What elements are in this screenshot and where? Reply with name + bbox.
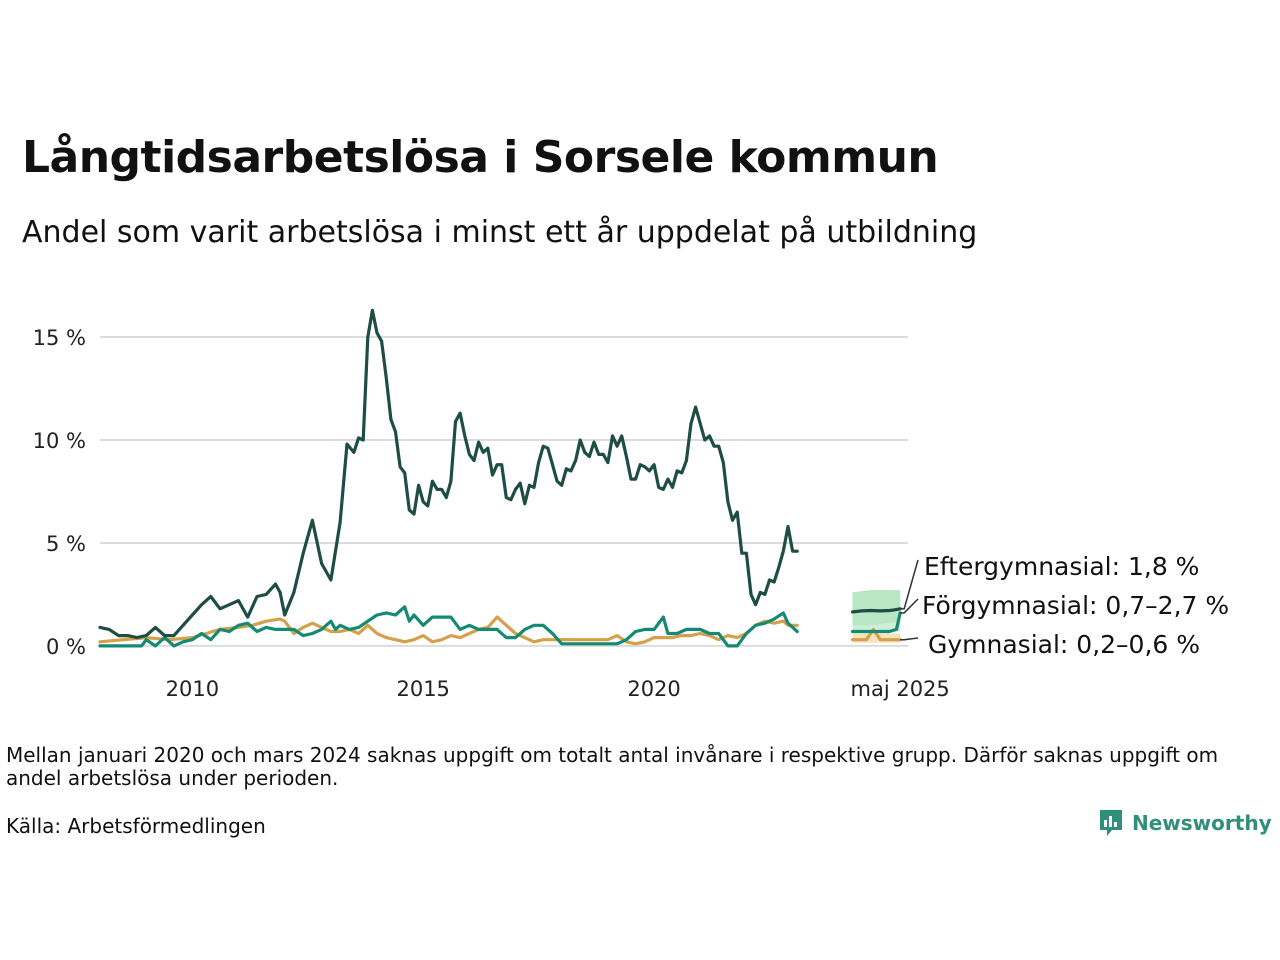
brand-name: Newsworthy bbox=[1132, 811, 1272, 835]
series-line-eftergymnasial bbox=[98, 308, 799, 640]
series-line-förgymnasial bbox=[98, 605, 799, 648]
latest-line-förgymnasial bbox=[850, 611, 902, 634]
end-label-gymnasial: Gymnasial: 0,2–0,6 % bbox=[928, 630, 1200, 659]
leader-line bbox=[900, 559, 919, 610]
y-axis-ticks: 0 % 5 % 10 % 15 % bbox=[33, 326, 86, 659]
gridlines bbox=[100, 336, 908, 647]
leader-line bbox=[900, 598, 919, 614]
source-note: Källa: Arbetsförmedlingen bbox=[6, 814, 266, 838]
x-axis-ticks: 2010 2015 2020 maj 2025 bbox=[166, 677, 950, 701]
y-tick-label: 10 % bbox=[33, 429, 86, 453]
x-tick-label: 2020 bbox=[627, 677, 680, 701]
end-label-förgymnasial: Förgymnasial: 0,7–2,7 % bbox=[922, 591, 1229, 620]
line-chart: 0 % 5 % 10 % 15 % 2010 2015 2020 maj 2025 Efte… bbox=[33, 308, 1229, 701]
latest-line-gymnasial bbox=[850, 627, 902, 642]
footnote: Mellan januari 2020 och mars 2024 saknas… bbox=[6, 743, 1219, 790]
chart-title: Långtidsarbetslösa i Sorsele kommun bbox=[22, 132, 939, 183]
latest-line-eftergymnasial bbox=[850, 607, 902, 614]
x-tick-label: 2015 bbox=[396, 677, 449, 701]
series-lines bbox=[98, 308, 902, 648]
y-tick-label: 5 % bbox=[46, 532, 86, 556]
x-tick-label: 2010 bbox=[166, 677, 219, 701]
newsworthy-logo-icon bbox=[1100, 810, 1122, 836]
leader-line bbox=[900, 637, 919, 641]
end-labels: Eftergymnasial: 1,8 % Förgymnasial: 0,7–2… bbox=[900, 552, 1229, 659]
x-tick-label: maj 2025 bbox=[851, 677, 950, 701]
y-tick-label: 15 % bbox=[33, 326, 86, 350]
chart-subtitle: Andel som varit arbetslösa i minst ett å… bbox=[22, 215, 978, 250]
y-tick-label: 0 % bbox=[46, 635, 86, 659]
brand-logo: Newsworthy bbox=[1098, 808, 1272, 838]
end-label-eftergymnasial: Eftergymnasial: 1,8 % bbox=[924, 552, 1199, 581]
